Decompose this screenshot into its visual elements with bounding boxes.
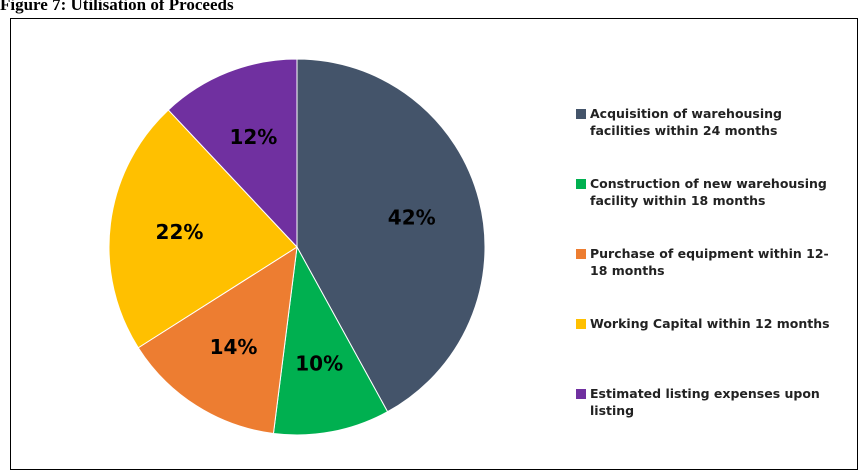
legend-swatch	[576, 249, 586, 259]
pie-slice	[296, 58, 486, 413]
legend-swatch	[576, 389, 586, 399]
legend-label: Construction of new warehousing facility…	[590, 176, 827, 208]
data-label: 42%	[388, 206, 436, 230]
legend-label: Acquisition of warehousing facilities wi…	[590, 106, 782, 138]
pie-slice	[272, 245, 389, 436]
legend: Acquisition of warehousing facilities wi…	[576, 105, 846, 455]
legend-label: Estimated listing expenses upon listing	[590, 386, 820, 418]
legend-item: Working Capital within 12 months	[576, 315, 846, 385]
chart-title: Figure 7: Utilisation of Proceeds	[0, 0, 234, 14]
legend-label: Purchase of equipment within 12-18 month…	[590, 246, 829, 278]
legend-item: Acquisition of warehousing facilities wi…	[576, 105, 846, 175]
pie-slice	[167, 58, 298, 249]
pie-slice	[108, 109, 298, 349]
legend-item: Estimated listing expenses upon listing	[576, 385, 846, 455]
legend-item: Purchase of equipment within 12-18 month…	[576, 245, 846, 315]
data-label: 12%	[229, 125, 277, 149]
legend-item: Construction of new warehousing facility…	[576, 175, 846, 245]
legend-swatch	[576, 179, 586, 189]
pie-slice	[137, 246, 298, 435]
data-label: 22%	[156, 220, 204, 244]
legend-swatch	[576, 109, 586, 119]
legend-swatch	[576, 319, 586, 329]
frame	[10, 18, 858, 470]
data-label: 14%	[210, 335, 258, 359]
legend-label: Working Capital within 12 months	[590, 316, 830, 331]
data-label: 10%	[295, 351, 343, 375]
